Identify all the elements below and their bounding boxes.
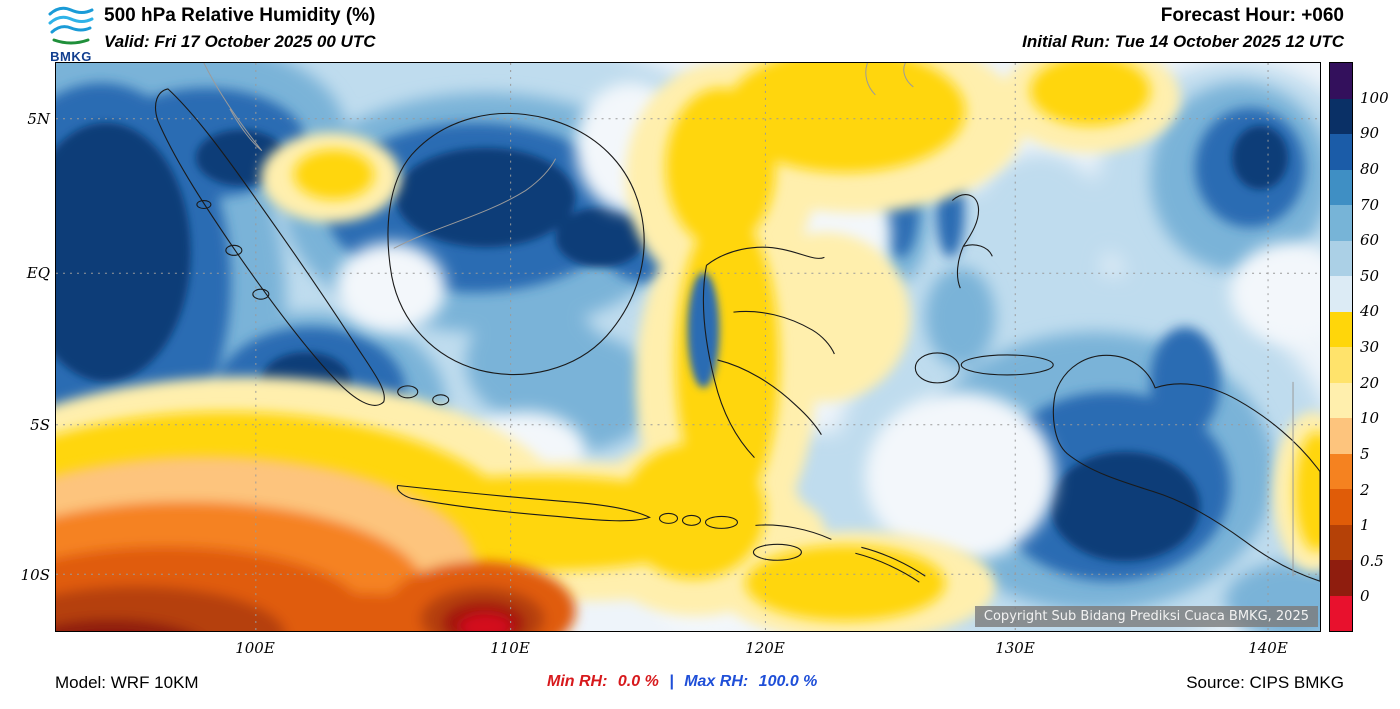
humidity-field-svg <box>56 63 1320 631</box>
colorbar-labels: 100 90 80 70 60 50 40 30 20 10 5 2 1 0.5 0 <box>1360 62 1400 632</box>
bmkg-logo-text: BMKG <box>50 49 92 64</box>
colorbar-segment <box>1330 98 1352 134</box>
y-tick-10s: 10S <box>20 566 50 584</box>
colorbar-label: 10 <box>1360 409 1380 428</box>
coastlines <box>154 88 1320 583</box>
rh-field <box>56 63 1320 631</box>
x-tick-120e: 120E <box>745 639 785 657</box>
colorbar-label: 0.5 <box>1360 551 1384 570</box>
model-label: Model: WRF 10KM <box>55 673 199 692</box>
colorbar-segment <box>1330 63 1352 99</box>
colorbar-segment <box>1330 205 1352 241</box>
colorbar-segment <box>1330 524 1352 560</box>
initial-run-label: Initial Run: Tue 14 October 2025 12 UTC <box>1022 32 1344 51</box>
colorbar-label: 80 <box>1360 159 1380 178</box>
colorbar-label: 100 <box>1360 88 1389 107</box>
colorbar-label: 20 <box>1360 373 1380 392</box>
copyright-notice: Copyright Sub Bidang Prediksi Cuaca BMKG… <box>974 606 1318 627</box>
map-canvas: Copyright Sub Bidang Prediksi Cuaca BMKG… <box>55 62 1321 632</box>
colorbar-label: 5 <box>1360 444 1370 463</box>
valid-time-label: Valid: Fri 17 October 2025 00 UTC <box>104 32 376 51</box>
colorbar-label: 1 <box>1360 516 1370 535</box>
colorbar-segment <box>1330 382 1352 418</box>
min-rh-value: 0.0 % <box>617 673 659 690</box>
x-tick-110e: 110E <box>490 639 530 657</box>
colorbar-label: 0 <box>1360 587 1370 606</box>
colorbar-segments <box>1329 62 1353 632</box>
x-tick-140e: 140E <box>1248 639 1288 657</box>
source-label: Source: CIPS BMKG <box>1186 673 1344 692</box>
colorbar-label: 60 <box>1360 231 1380 250</box>
colorbar-segment <box>1330 347 1352 383</box>
colorbar-segment <box>1330 453 1352 489</box>
colorbar-label: 40 <box>1360 302 1380 321</box>
colorbar-segment <box>1330 240 1352 276</box>
colorbar-segment <box>1330 489 1352 525</box>
colorbar-label: 70 <box>1360 195 1380 214</box>
colorbar-segment <box>1330 311 1352 347</box>
y-tick-5n: 5N <box>27 110 50 128</box>
colorbar-segment <box>1330 418 1352 454</box>
colorbar-segment <box>1330 134 1352 170</box>
colorbar-segment <box>1330 560 1352 596</box>
colorbar-segment <box>1330 169 1352 205</box>
max-rh-label: Max RH: <box>684 673 749 690</box>
min-max-separator: | <box>669 673 674 690</box>
page-title: 500 hPa Relative Humidity (%) <box>104 5 376 26</box>
gridlines <box>56 63 1320 631</box>
bmkg-logo: BMKG <box>44 2 98 64</box>
colorbar-label: 2 <box>1360 480 1370 499</box>
x-tick-130e: 130E <box>995 639 1035 657</box>
max-rh-value: 100.0 % <box>758 673 818 690</box>
y-tick-5s: 5S <box>30 416 50 434</box>
colorbar-segment <box>1330 595 1352 631</box>
colorbar-segment <box>1330 276 1352 312</box>
colorbar-label: 90 <box>1360 124 1380 143</box>
colorbar-label: 50 <box>1360 266 1380 285</box>
min-max-rh: Min RH: 0.0 % | Max RH: 100.0 % <box>547 673 823 691</box>
x-tick-100e: 100E <box>235 639 275 657</box>
min-rh-label: Min RH: <box>547 673 608 690</box>
y-tick-eq: EQ <box>26 264 50 282</box>
forecast-hour-label: Forecast Hour: +060 <box>1160 5 1344 26</box>
bmkg-logo-waves-icon <box>48 6 94 45</box>
colorbar-label: 30 <box>1360 338 1380 356</box>
political-borders <box>203 63 1294 577</box>
